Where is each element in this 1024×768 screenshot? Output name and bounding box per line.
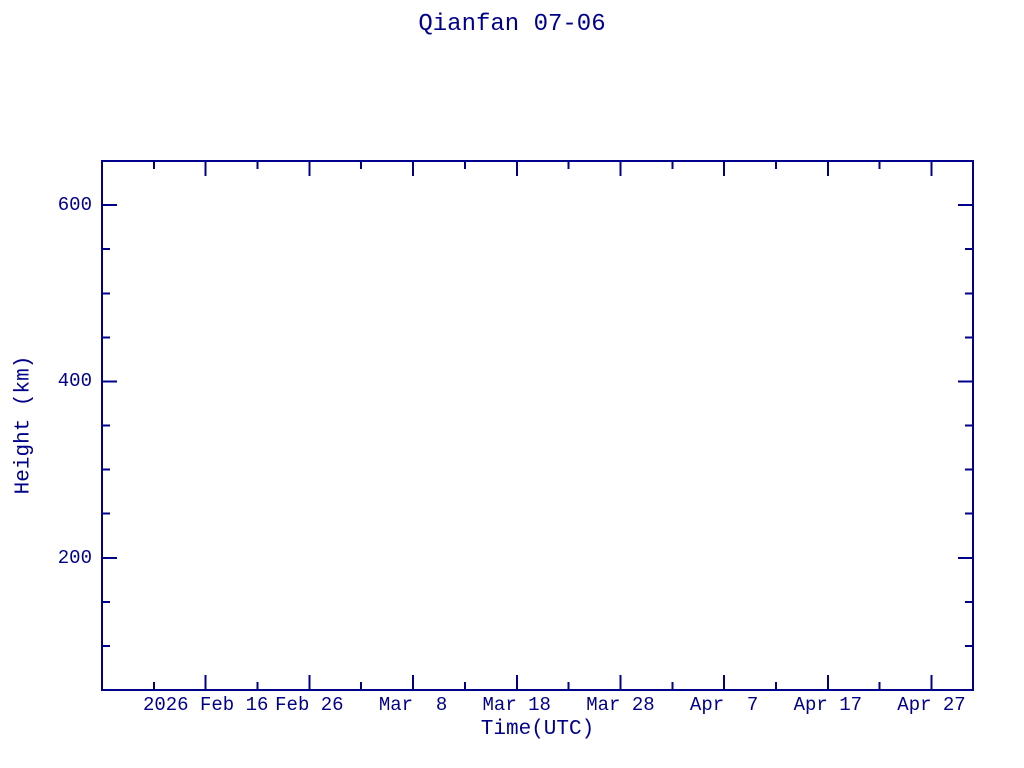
- axes-border: [101, 160, 974, 691]
- x-tick-label: Mar 28: [586, 694, 655, 716]
- y-tick-label: 400: [57, 370, 92, 393]
- x-tick-label: Apr 17: [793, 694, 863, 716]
- chart-title: Qianfan 07-06: [418, 11, 606, 38]
- x-tick-label: Feb 26: [275, 694, 344, 716]
- x-tick-label: 2026 Feb 16: [142, 694, 269, 716]
- x-tick-label: Mar 8: [378, 694, 448, 716]
- y-tick-label: 200: [57, 546, 92, 569]
- x-tick-label: Apr 27: [897, 694, 966, 716]
- x-tick-label: Mar 18: [482, 694, 551, 716]
- y-axis-title: Height (km): [12, 355, 36, 495]
- x-axis-title: Time(UTC): [480, 718, 595, 741]
- x-tick-label: Apr 7: [689, 694, 759, 716]
- y-tick-label: 600: [57, 194, 92, 217]
